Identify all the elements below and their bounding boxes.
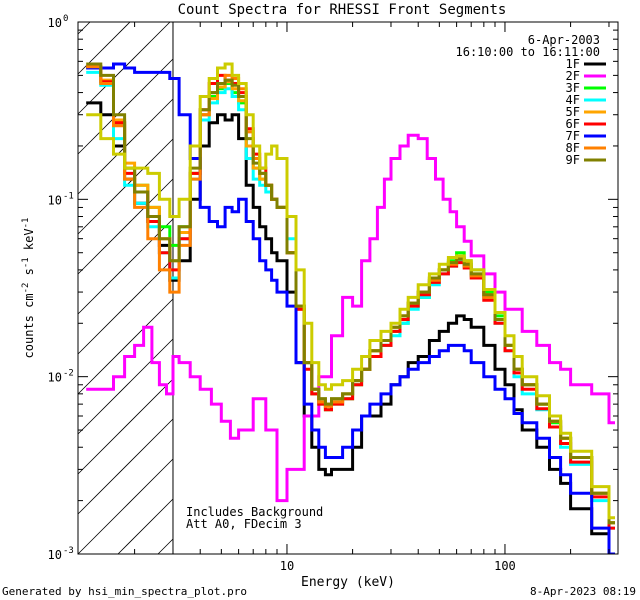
series-line-7f [86,62,615,554]
hatch-line [77,298,174,395]
chart-title: Count Spectra for RHESSI Front Segments [178,2,507,18]
series-line-2f [86,133,615,503]
hatch-line [77,418,174,515]
series-layer [86,62,615,554]
annotation-note-1: Includes Background [186,505,323,519]
x-tick-label: 100 [494,559,516,573]
series-line-9f [86,62,615,525]
footer-generated-by: Generated by hsi_min_spectra_plot.pro [2,585,247,598]
series-line-6f [86,65,615,530]
hatch-line [77,218,174,315]
plot-frame [77,21,619,555]
hatch-line [77,338,174,435]
y-tick-label: 10 [48,193,62,207]
annotation-note-2: Att A0, FDecim 3 [186,517,302,531]
y-tick-label: 10 [48,371,62,385]
y-tick-exponent: -1 [63,191,74,201]
y-tick-exponent: -3 [63,546,74,556]
hatch-line [157,538,174,555]
y-tick-exponent: -2 [63,369,74,379]
y-tick-label: 10 [48,548,62,562]
annotation-time-range: 16:10:00 to 16:11:00 [456,45,601,59]
legend-label-8f: 8F [566,141,580,155]
hatch-line [77,58,174,155]
y-tick-exponent: 0 [63,14,68,24]
legend-label-7f: 7F [566,129,580,143]
hatch-line [77,458,174,555]
series-line-5f [86,65,615,525]
x-axis-label: Energy (keV) [301,575,395,590]
y-tick-label: 10 [48,16,62,30]
x-tick-label: 10 [280,559,294,573]
legend-label-3f: 3F [566,81,580,95]
hatch-line [77,258,174,355]
hatch-line [77,378,174,475]
series-line-8f [86,65,615,525]
footer-timestamp: 8-Apr-2023 08:19 [530,585,636,598]
annotation-date: 6-Apr-2003 [528,33,600,47]
hatch-line [117,498,174,555]
series-line-4f [86,70,615,530]
legend-label-4f: 4F [566,93,580,107]
legend-label-6f: 6F [566,117,580,131]
legend-label-9f: 9F [566,153,580,167]
legend-label-1f: 1F [566,57,580,71]
legend-label-5f: 5F [566,105,580,119]
hatch-line [77,21,91,35]
y-axis-label: counts cm-2 s-1 keV-1 [21,218,36,359]
hatch-line [77,178,174,275]
series-line-3f [86,66,615,525]
hatch-line [77,21,131,75]
series-line-extra-9 [86,62,615,520]
legend-label-2f: 2F [566,69,580,83]
series-line-1f [86,101,615,554]
